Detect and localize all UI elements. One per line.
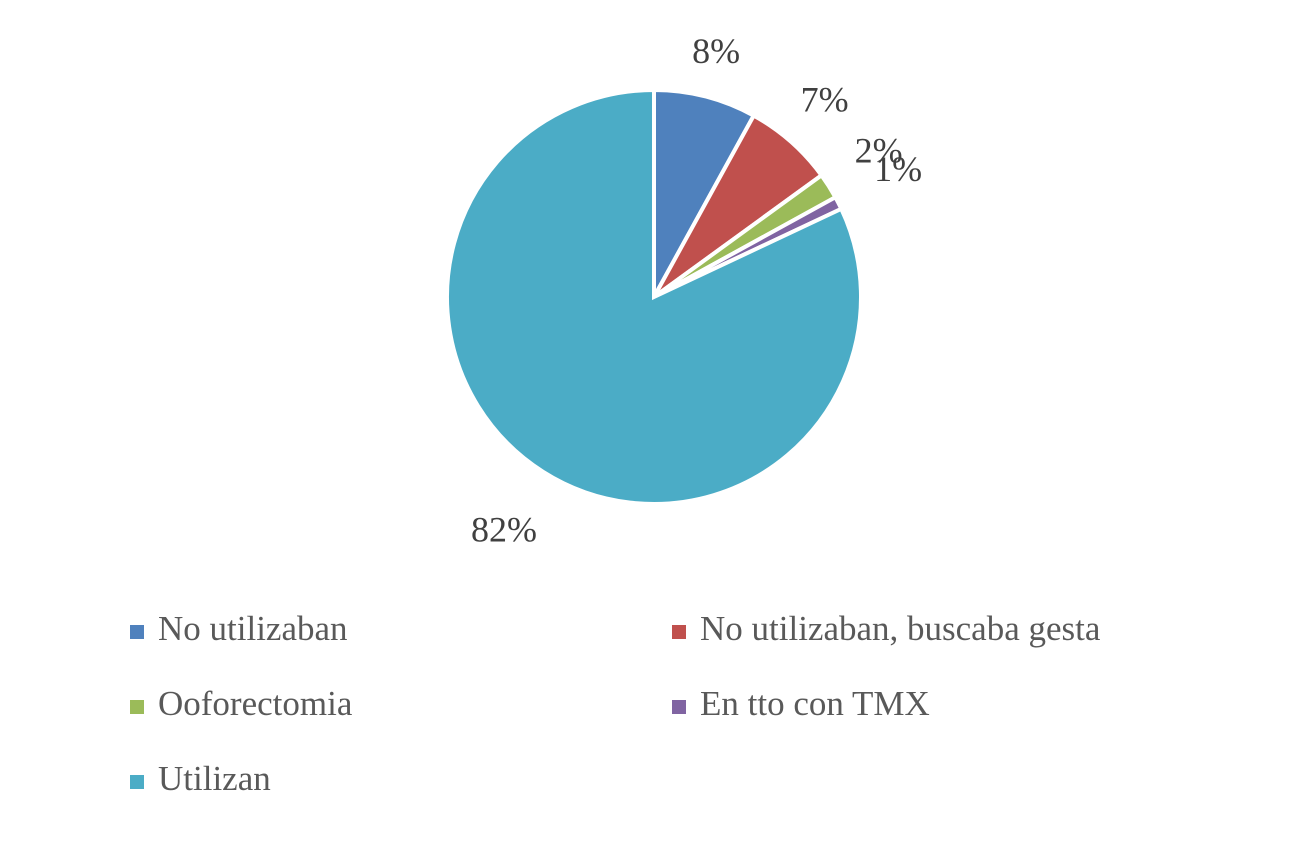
pie-slice [652, 87, 757, 298]
data-label: 8% [692, 31, 740, 71]
legend-marker [130, 775, 144, 789]
legend-label: Utilizan [158, 759, 271, 798]
data-label: 1% [874, 149, 922, 189]
legend-marker [672, 625, 686, 639]
legend-label: No utilizaban, buscaba gesta [700, 609, 1101, 648]
legend-label: Ooforectomia [158, 684, 353, 723]
data-label: 2% [855, 131, 903, 171]
legend-label: No utilizaban [158, 609, 348, 648]
legend-marker [130, 700, 144, 714]
legend-label: En tto con TMX [700, 684, 930, 723]
pie-slice [445, 87, 863, 506]
legend-marker [130, 625, 144, 639]
data-label: 82% [471, 510, 537, 550]
data-label: 7% [801, 80, 849, 120]
legend-marker [672, 700, 686, 714]
